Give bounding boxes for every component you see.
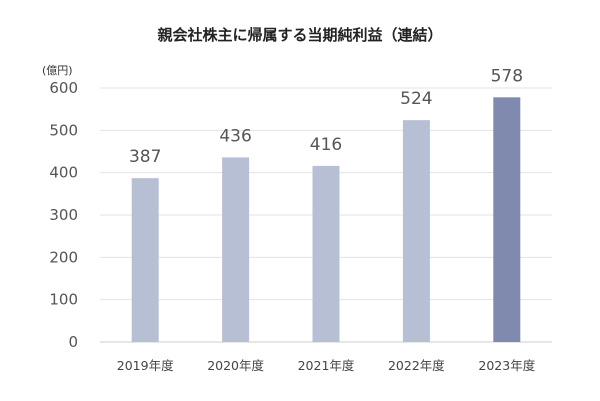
data-label: 524 (400, 89, 432, 109)
y-axis-unit-label: (億円) (42, 64, 73, 77)
bar (493, 97, 521, 343)
x-axis-ticks: 2019年度 2020年度 2021年度 2022年度 2023年度 (117, 358, 536, 373)
bar (131, 178, 159, 342)
bars (131, 97, 521, 343)
x-tick-label: 2023年度 (478, 358, 535, 373)
bar (402, 120, 430, 342)
y-axis-ticks: 0 100 200 300 400 500 600 (49, 79, 78, 351)
chart-title: 親会社株主に帰属する当期純利益（連結） (157, 26, 442, 44)
data-label: 436 (219, 126, 251, 146)
y-tick-label: 400 (49, 164, 78, 182)
data-labels: 387 436 416 524 578 (129, 66, 523, 167)
data-label: 416 (310, 135, 342, 155)
bar (222, 157, 250, 342)
y-tick-label: 500 (49, 121, 78, 139)
data-label: 387 (129, 147, 161, 167)
bar (312, 165, 340, 342)
y-tick-label: 200 (49, 248, 78, 266)
y-tick-label: 100 (49, 291, 78, 309)
x-tick-label: 2022年度 (388, 358, 445, 373)
x-tick-label: 2020年度 (207, 358, 264, 373)
y-tick-label: 0 (68, 333, 78, 351)
y-tick-label: 600 (49, 79, 78, 97)
x-tick-label: 2021年度 (298, 358, 355, 373)
data-label: 578 (491, 66, 523, 86)
x-tick-label: 2019年度 (117, 358, 174, 373)
y-tick-label: 300 (49, 206, 78, 224)
